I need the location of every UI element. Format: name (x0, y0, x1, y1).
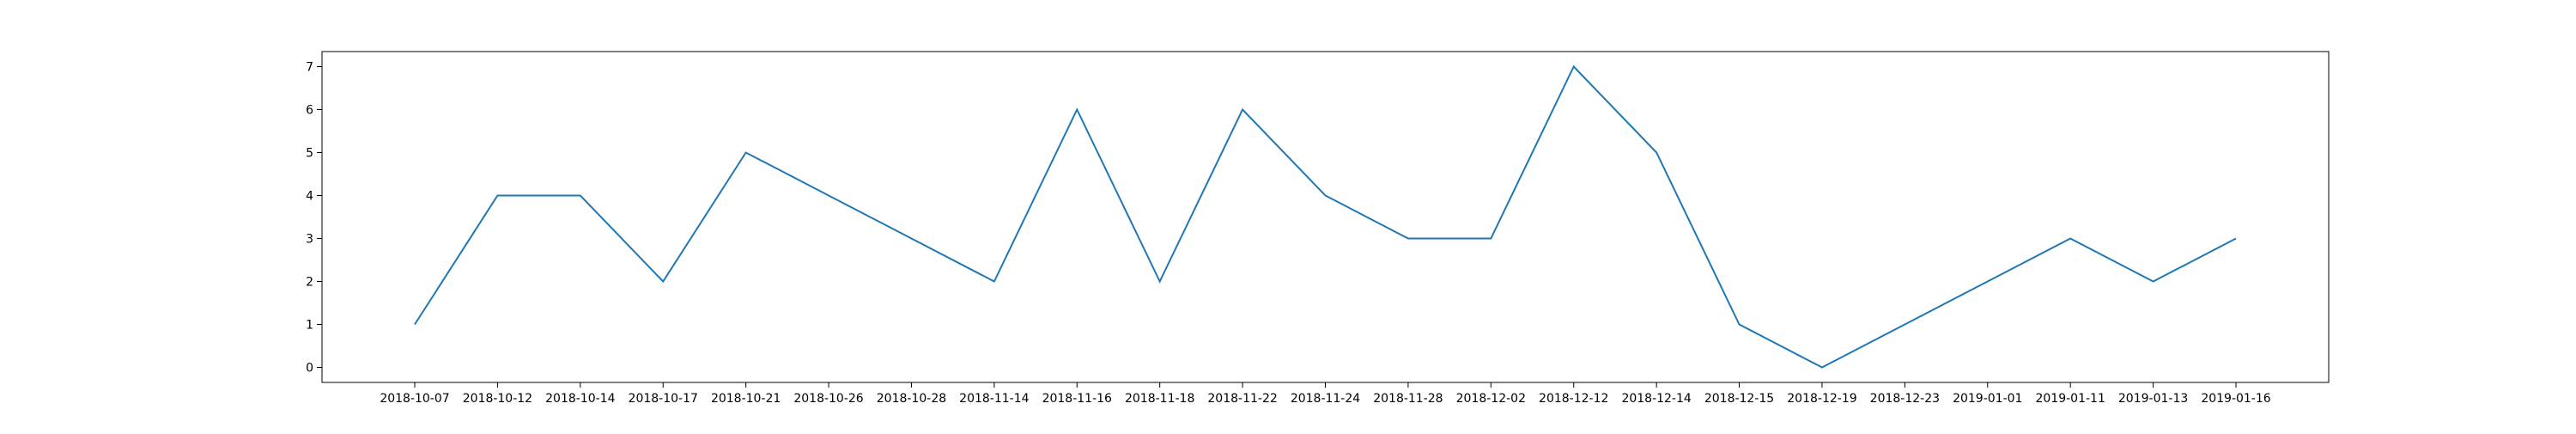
x-tick-label: 2018-10-26 (793, 392, 863, 406)
y-tick-label: 0 (306, 362, 313, 376)
x-tick-label: 2018-11-22 (1207, 392, 1277, 406)
x-tick-label: 2018-12-14 (1621, 392, 1691, 406)
x-tick-label: 2018-11-18 (1125, 392, 1194, 406)
x-tick-label: 2018-10-28 (877, 392, 946, 406)
x-tick-label: 2019-01-16 (2201, 392, 2270, 406)
y-tick-label: 3 (306, 233, 313, 247)
x-tick-label: 2018-11-16 (1042, 392, 1112, 406)
y-tick-label: 1 (306, 319, 313, 333)
x-tick-label: 2018-10-21 (711, 392, 781, 406)
x-tick-label: 2018-10-07 (380, 392, 449, 406)
x-tick-label: 2019-01-13 (2118, 392, 2188, 406)
x-tick-label: 2018-10-12 (463, 392, 532, 406)
x-tick-label: 2018-10-14 (545, 392, 615, 406)
y-tick-label: 6 (306, 104, 313, 118)
x-axis: 2018-10-07 2018-10-12 2018-10-14 2018-10-17… (380, 382, 2271, 406)
y-axis: 0 1 2 3 4 5 6 7 (306, 61, 322, 376)
y-tick-label: 2 (306, 276, 313, 290)
x-tick-label: 2018-12-12 (1539, 392, 1608, 406)
x-tick-label: 2018-11-28 (1373, 392, 1443, 406)
x-tick-label: 2018-12-15 (1704, 392, 1774, 406)
x-tick-label: 2018-12-19 (1787, 392, 1856, 406)
x-tick-label: 2018-12-23 (1870, 392, 1940, 406)
x-tick-label: 2019-01-11 (2035, 392, 2105, 406)
x-tick-label: 2018-10-17 (629, 392, 698, 406)
x-tick-label: 2019-01-01 (1953, 392, 2022, 406)
plot-area (414, 64, 2237, 369)
series-line (414, 64, 2237, 369)
y-tick-label: 5 (306, 147, 313, 161)
axes-frame (321, 51, 2330, 383)
x-tick-label: 2018-11-14 (959, 392, 1029, 406)
y-tick-label: 7 (306, 61, 313, 75)
x-tick-label: 2018-12-02 (1456, 392, 1526, 406)
y-tick-label: 4 (306, 190, 313, 204)
x-tick-label: 2018-11-24 (1291, 392, 1360, 406)
